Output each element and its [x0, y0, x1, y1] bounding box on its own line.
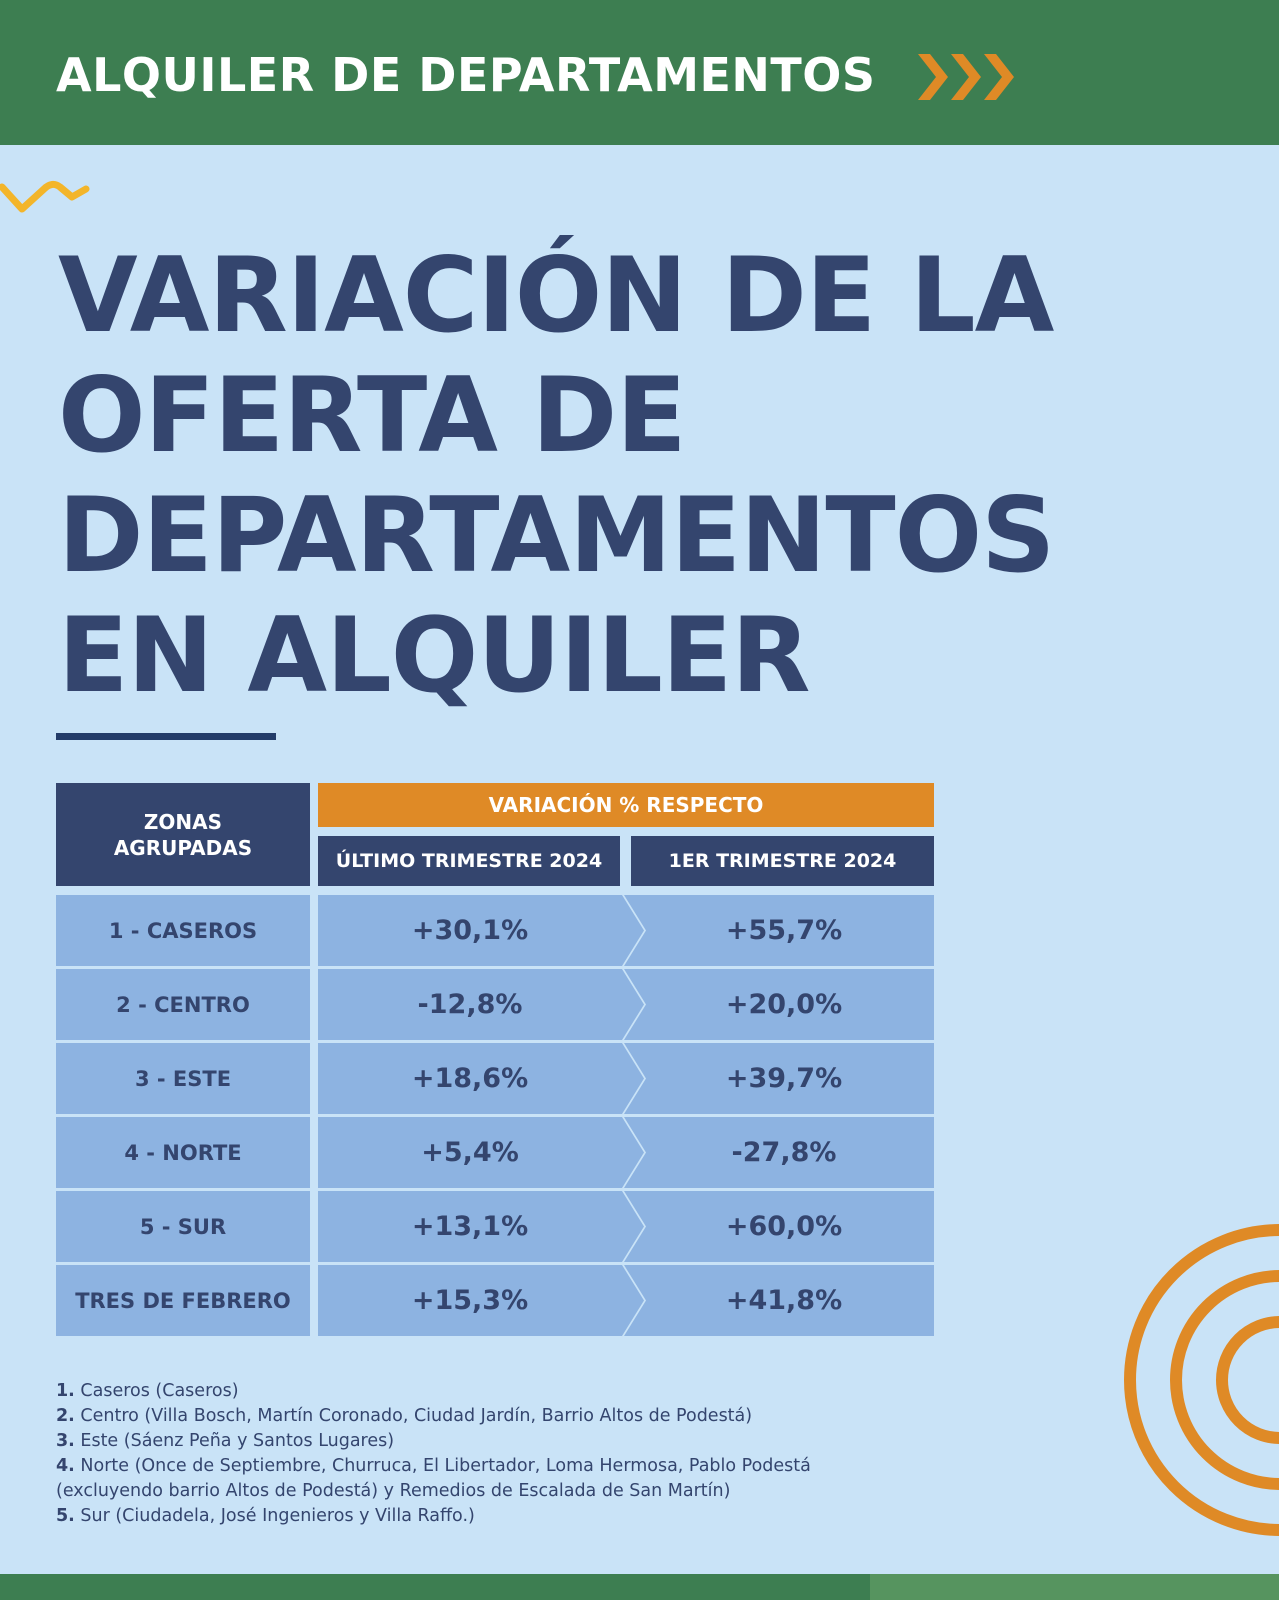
title-line: DEPARTAMENTOS	[58, 476, 1055, 596]
footnotes: 1. Caseros (Caseros) 2. Centro (Villa Bo…	[56, 1379, 956, 1529]
footnote: 3. Este (Sáenz Peña y Santos Lugares)	[56, 1429, 956, 1454]
last-quarter-value: +30,1%	[318, 895, 644, 966]
footnote-number: 5.	[56, 1506, 75, 1526]
last-quarter-value: +5,4%	[318, 1117, 644, 1188]
table-row: 5 - SUR +13,1% +60,0%	[56, 1191, 934, 1262]
footnote: 4. Norte (Once de Septiembre, Churruca, …	[56, 1454, 956, 1479]
header-bar: ALQUILER DE DEPARTAMENTOS	[0, 0, 1279, 145]
footnote: 5. Sur (Ciudadela, José Ingenieros y Vil…	[56, 1504, 956, 1529]
zone-cell: 2 - CENTRO	[56, 969, 310, 1040]
title-line: VARIACIÓN DE LA	[58, 236, 1054, 356]
last-quarter-value: -12,8%	[318, 969, 644, 1040]
zone-column-header: ZONAS AGRUPADAS	[56, 783, 310, 886]
title-line: OFERTA DE	[58, 356, 687, 476]
zone-cell: 4 - NORTE	[56, 1117, 310, 1188]
footnote-number: 4.	[56, 1456, 75, 1476]
table-row: 1 - CASEROS +30,1% +55,7%	[56, 895, 934, 966]
footnote: (excluyendo barrio Altos de Podestá) y R…	[56, 1479, 956, 1504]
squiggle-decoration	[0, 180, 90, 213]
footnote-text: Este (Sáenz Peña y Santos Lugares)	[74, 1431, 395, 1451]
footnote: 1. Caseros (Caseros)	[56, 1379, 956, 1404]
footnote-number: 1.	[56, 1381, 75, 1401]
footnote-text: Norte (Once de Septiembre, Churruca, El …	[74, 1456, 811, 1476]
table-row: TRES DE FEBRERO +15,3% +41,8%	[56, 1265, 934, 1336]
concentric-circles-decoration	[1124, 1224, 1279, 1536]
table-row: 2 - CENTRO -12,8% +20,0%	[56, 969, 934, 1040]
zone-cell: 3 - ESTE	[56, 1043, 310, 1114]
variation-group-header: VARIACIÓN % RESPECTO	[318, 783, 934, 827]
first-quarter-header: 1ER TRIMESTRE 2024	[631, 836, 934, 886]
footnote-text: Sur (Ciudadela, José Ingenieros y Villa …	[74, 1506, 475, 1526]
footnote: 2. Centro (Villa Bosch, Martín Coronado,…	[56, 1404, 956, 1429]
last-quarter-header: ÚLTIMO TRIMESTRE 2024	[318, 836, 620, 886]
first-quarter-value: -27,8%	[624, 1117, 934, 1188]
footer-bar	[0, 1574, 870, 1600]
title-underline	[56, 733, 276, 740]
chevron-right-icon	[918, 54, 1014, 100]
header-title: ALQUILER DE DEPARTAMENTOS	[56, 48, 876, 102]
footnote-number: 2.	[56, 1406, 75, 1426]
first-quarter-value: +60,0%	[624, 1191, 934, 1262]
footnote-text: (excluyendo barrio Altos de Podestá) y R…	[56, 1481, 731, 1501]
last-quarter-value: +13,1%	[318, 1191, 644, 1262]
footnote-text: Centro (Villa Bosch, Martín Coronado, Ci…	[74, 1406, 753, 1426]
variation-table: ZONAS AGRUPADAS VARIACIÓN % RESPECTO ÚLT…	[56, 783, 934, 1336]
title-line: EN ALQUILER	[58, 596, 811, 716]
first-quarter-value: +20,0%	[624, 969, 934, 1040]
last-quarter-value: +15,3%	[318, 1265, 644, 1336]
zone-cell: TRES DE FEBRERO	[56, 1265, 310, 1336]
table-row: 4 - NORTE +5,4% -27,8%	[56, 1117, 934, 1188]
last-quarter-value: +18,6%	[318, 1043, 644, 1114]
footer-bar-accent	[870, 1574, 1279, 1600]
table-row: 3 - ESTE +18,6% +39,7%	[56, 1043, 934, 1114]
footnote-text: Caseros (Caseros)	[74, 1381, 239, 1401]
zone-cell: 1 - CASEROS	[56, 895, 310, 966]
footnote-number: 3.	[56, 1431, 75, 1451]
page-title: VARIACIÓN DE LA OFERTA DE DEPARTAMENTOS …	[58, 236, 1055, 716]
first-quarter-value: +39,7%	[624, 1043, 934, 1114]
zone-cell: 5 - SUR	[56, 1191, 310, 1262]
first-quarter-value: +41,8%	[624, 1265, 934, 1336]
first-quarter-value: +55,7%	[624, 895, 934, 966]
